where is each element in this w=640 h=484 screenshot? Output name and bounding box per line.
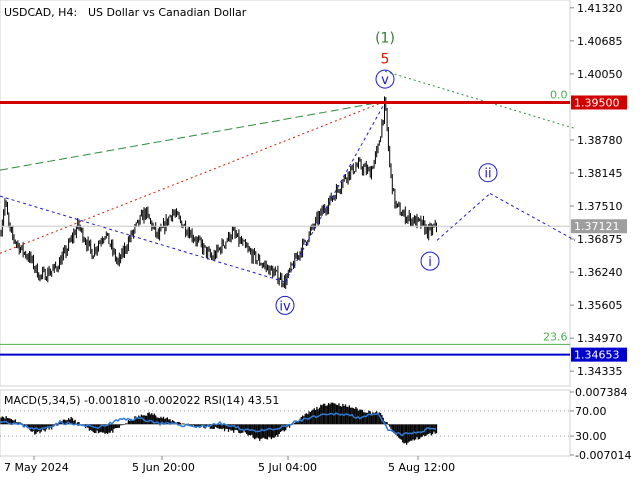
wave-label: i — [428, 255, 432, 270]
trend-line — [489, 193, 576, 241]
y-tick-label: 1.36240 — [577, 266, 623, 279]
indicator-tick-label: -0.007014 — [575, 449, 631, 462]
rsi-line — [0, 412, 437, 437]
y-tick-label: 1.41320 — [577, 2, 623, 15]
fib-0-label: 0.0 — [550, 88, 568, 101]
fib-23-6-label: 23.6 — [543, 330, 568, 343]
wave-label: ii — [484, 167, 491, 182]
wave-label: v — [381, 73, 389, 88]
wave-label: 5 — [381, 51, 390, 67]
x-tick-label: 5 Aug 12:00 — [388, 461, 455, 474]
y-tick-label: 1.35605 — [577, 299, 623, 312]
wave-label: (1) — [375, 30, 395, 46]
indicator-tick-label: 70.00 — [575, 405, 607, 418]
indicator-pane — [0, 389, 571, 457]
candles-group — [0, 96, 437, 290]
trend-line — [284, 102, 386, 283]
wave-label-circle — [478, 163, 498, 183]
y-tick-label: 1.38145 — [577, 167, 623, 180]
current-price-tag — [571, 219, 627, 234]
y-tick-label: 1.40685 — [577, 35, 623, 48]
trend-line — [0, 195, 286, 283]
symbol-label: USDCAD, H4: — [4, 6, 77, 19]
resistance-price-tag — [571, 95, 627, 110]
wave-label-circle — [275, 295, 295, 315]
trend-line — [0, 100, 386, 171]
indicator-layer — [0, 402, 570, 445]
indicator-tick-label: 30.00 — [575, 430, 607, 443]
resistance-price-label: 1.39500 — [574, 96, 620, 109]
wave-label: iv — [279, 299, 291, 314]
description-label: US Dollar vs Canadian Dollar — [88, 6, 247, 19]
axis-layer: 7 May 2024 5 Jun 20:00 5 Jul 04:00 5 Aug 12… — [4, 2, 631, 474]
y-tick-label: 1.34970 — [577, 332, 623, 345]
support-price-label: 1.34653 — [574, 349, 620, 362]
trend-line — [384, 70, 576, 129]
indicator-tick-label: 0.007384 — [575, 386, 628, 399]
main-pane — [0, 0, 571, 387]
y-tick-label: 1.37510 — [577, 200, 623, 213]
indicator-header: MACD(5,34,5) -0.001810 -0.002022 RSI(14)… — [4, 394, 279, 407]
support-price-tag — [571, 347, 627, 362]
trend-line — [0, 100, 386, 254]
x-tick-label: 5 Jul 04:00 — [258, 461, 317, 474]
x-tick-label: 7 May 2024 — [4, 461, 69, 474]
y-tick-label: 1.40050 — [577, 68, 623, 81]
y-tick-label: 1.34335 — [577, 365, 623, 378]
wave-label-circle — [420, 251, 440, 271]
current-price-label: 1.37121 — [574, 220, 620, 233]
x-tick-label: 5 Jun 20:00 — [132, 461, 195, 474]
y-tick-label: 1.36875 — [577, 233, 623, 246]
y-tick-label: 1.38780 — [577, 134, 623, 147]
wave-label-circle — [375, 69, 395, 89]
